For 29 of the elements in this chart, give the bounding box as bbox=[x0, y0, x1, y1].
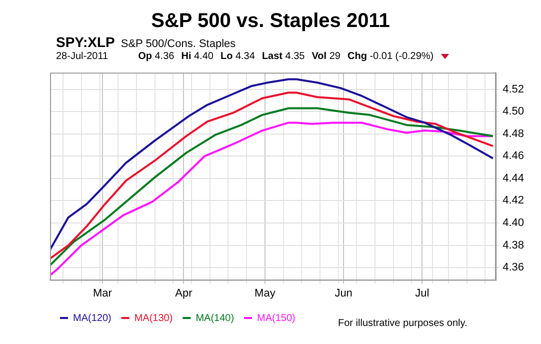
legend-label: MA(120) bbox=[73, 312, 112, 324]
y-tick-label: 4.50 bbox=[502, 106, 524, 118]
text: Lo 4.34 bbox=[220, 51, 255, 62]
text: S&P 500/Cons. Staples bbox=[120, 38, 236, 50]
text: Hi 4.40 bbox=[181, 51, 214, 62]
legend-label: MA(150) bbox=[257, 312, 296, 324]
x-tick-label: Mar bbox=[92, 287, 112, 300]
y-tick-label: 4.42 bbox=[502, 194, 524, 207]
x-tick-label: Jul bbox=[415, 287, 430, 300]
y-tick-label: 4.40 bbox=[502, 217, 524, 230]
text: Op 4.36 bbox=[138, 51, 174, 62]
text: Vol 29 bbox=[312, 51, 340, 62]
y-tick-label: 4.48 bbox=[502, 128, 524, 140]
chart-title: S&P 500 vs. Staples 2011 bbox=[150, 9, 391, 34]
x-tick-label: May bbox=[254, 287, 276, 300]
text: SPY:XLP bbox=[56, 34, 115, 50]
text: For illustrative purposes only. bbox=[338, 318, 468, 329]
x-tick-label: Apr bbox=[175, 287, 193, 300]
y-tick-label: 4.38 bbox=[502, 239, 524, 252]
y-tick-label: 4.52 bbox=[502, 83, 524, 96]
y-tick-label: 4.44 bbox=[502, 172, 524, 184]
text: Chg -0.01 (-0.29%) bbox=[347, 51, 434, 62]
y-tick-label: 4.46 bbox=[502, 150, 524, 162]
legend-label: MA(130) bbox=[134, 312, 173, 324]
text: Last 4.35 bbox=[262, 51, 305, 62]
y-tick-label: 4.36 bbox=[502, 262, 524, 274]
text: 28-Jul-2011 bbox=[56, 51, 108, 62]
legend-label: MA(140) bbox=[196, 312, 234, 324]
x-tick-label: Jun bbox=[334, 287, 352, 300]
